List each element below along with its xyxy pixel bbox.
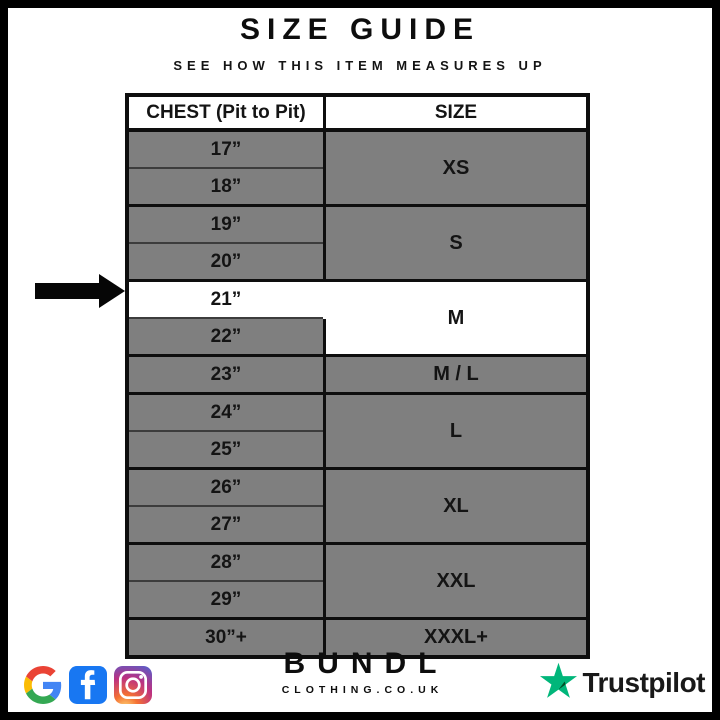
trustpilot-label: Trustpilot	[582, 667, 705, 698]
size-cell: M / L	[324, 354, 588, 394]
chest-cell: 22”	[127, 317, 326, 356]
brand-name: BUNDL	[283, 647, 449, 680]
facebook-icon	[69, 666, 107, 704]
page-title: SIZE GUIDE	[239, 13, 481, 46]
chest-cell: 28”	[127, 542, 326, 581]
chest-cell: 29”	[127, 580, 326, 619]
table-row: 25”	[127, 430, 588, 469]
brand-domain: CLOTHING.CO.UK	[281, 684, 444, 696]
chest-cell: 18”	[127, 167, 326, 206]
table-row: 23” M / L	[127, 354, 588, 394]
table-row: 27”	[127, 505, 588, 544]
chest-cell: 30”+	[127, 617, 326, 657]
size-cell: XXXL+	[324, 617, 588, 657]
chest-cell: 24”	[127, 392, 326, 431]
size-cell: XS	[324, 128, 588, 206]
trustpilot-logo: Trustpilot	[540, 662, 705, 704]
size-cell: S	[324, 204, 588, 281]
table-header-row: CHEST (Pit to Pit) SIZE	[127, 95, 588, 132]
highlighted-size-cell: M	[324, 279, 588, 356]
size-cell: XL	[324, 467, 588, 544]
chest-cell: 27”	[127, 505, 326, 544]
chest-cell: 20”	[127, 242, 326, 281]
size-guide-table: CHEST (Pit to Pit) SIZE 17” XS 18” 19” S…	[125, 93, 590, 659]
arrow-head	[99, 274, 125, 308]
size-cell: L	[324, 392, 588, 469]
pointer-arrow-icon	[35, 274, 125, 308]
table-row: 17” XS	[127, 128, 588, 206]
table-row: 30”+ XXXL+	[127, 617, 588, 657]
table-row: 24” L	[127, 392, 588, 469]
highlighted-table-row: 21” M	[127, 279, 588, 356]
chest-column-header: CHEST (Pit to Pit)	[127, 95, 326, 132]
table-row: 28” XXL	[127, 542, 588, 619]
chest-cell: 26”	[127, 467, 326, 506]
table-row: 20”	[127, 242, 588, 281]
brand-logo: BUNDL CLOTHING.CO.UK	[0, 647, 720, 696]
size-cell: XXL	[324, 542, 588, 619]
arrow-shaft	[35, 283, 99, 299]
chest-cell: 19”	[127, 204, 326, 243]
chest-cell: 25”	[127, 430, 326, 469]
size-column-header: SIZE	[324, 95, 588, 132]
chest-cell: 17”	[127, 128, 326, 168]
table-row: 22”	[127, 317, 588, 356]
table-row: 26” XL	[127, 467, 588, 544]
chest-cell: 23”	[127, 354, 326, 394]
table-row: 18”	[127, 167, 588, 206]
highlighted-chest-cell: 21”	[127, 279, 326, 318]
page-subtitle: SEE HOW THIS ITEM MEASURES UP	[173, 58, 547, 73]
trustpilot-star-icon	[540, 662, 578, 704]
google-icon	[24, 666, 62, 704]
table-row: 19” S	[127, 204, 588, 281]
social-icons	[24, 666, 152, 704]
instagram-icon	[114, 666, 152, 704]
table-row: 29”	[127, 580, 588, 619]
